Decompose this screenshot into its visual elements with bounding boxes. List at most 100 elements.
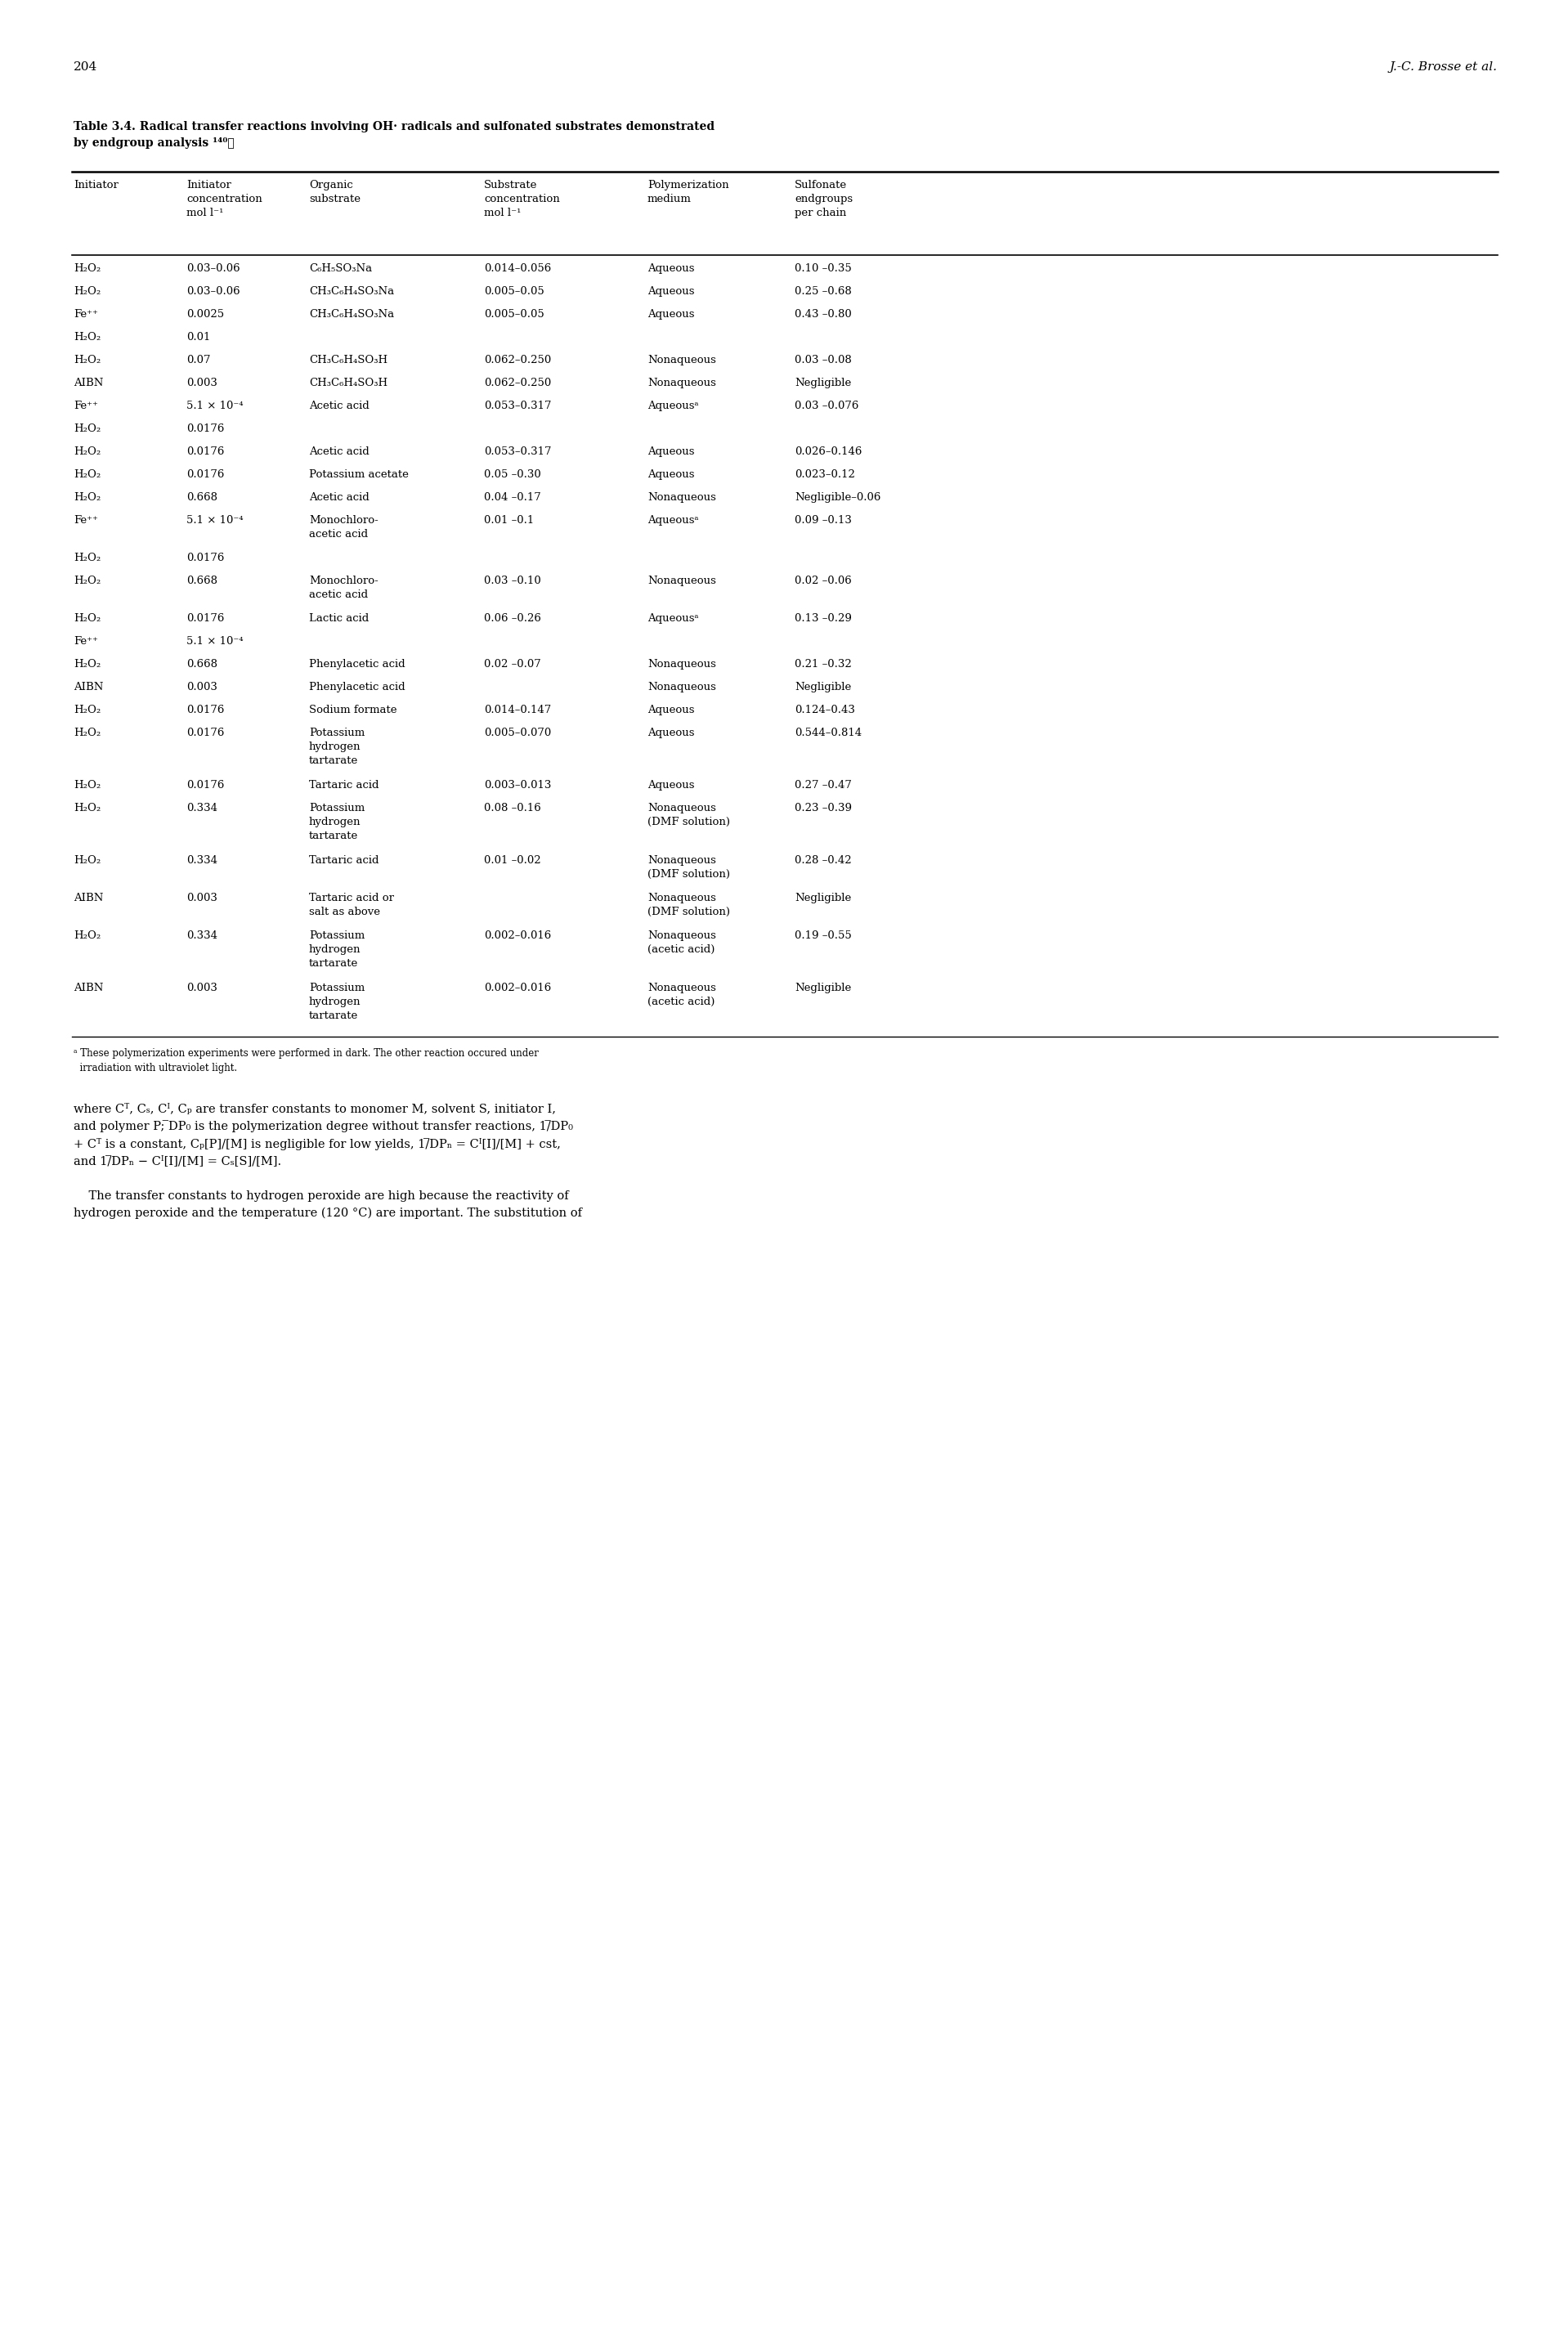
Text: Nonaqueous: Nonaqueous [648, 683, 717, 692]
Text: 0.005–0.070: 0.005–0.070 [485, 727, 552, 739]
Text: 0.014–0.056: 0.014–0.056 [485, 263, 552, 275]
Text: 0.0176: 0.0176 [187, 424, 224, 433]
Text: Aqueous: Aqueous [648, 781, 695, 790]
Text: 0.002–0.016: 0.002–0.016 [485, 930, 552, 941]
Text: 0.27 –0.47: 0.27 –0.47 [795, 781, 851, 790]
Text: H₂O₂: H₂O₂ [74, 727, 100, 739]
Text: Sodium formate: Sodium formate [309, 704, 397, 715]
Text: Table 3.4. Radical transfer reactions involving OH· radicals and sulfonated subs: Table 3.4. Radical transfer reactions in… [74, 121, 715, 133]
Text: Tartaric acid or
salt as above: Tartaric acid or salt as above [309, 892, 394, 918]
Text: H₂O₂: H₂O₂ [74, 447, 100, 457]
Text: 0.003: 0.003 [187, 983, 218, 993]
Text: Aqueous: Aqueous [648, 263, 695, 275]
Text: H₂O₂: H₂O₂ [74, 781, 100, 790]
Text: Aqueous: Aqueous [648, 287, 695, 296]
Text: Aqueous: Aqueous [648, 468, 695, 480]
Text: Tartaric acid: Tartaric acid [309, 855, 379, 867]
Text: 0.03 –0.08: 0.03 –0.08 [795, 354, 851, 366]
Text: Aqueous: Aqueous [648, 704, 695, 715]
Text: Substrate
concentration
mol l⁻¹: Substrate concentration mol l⁻¹ [485, 179, 560, 219]
Text: 5.1 × 10⁻⁴: 5.1 × 10⁻⁴ [187, 636, 243, 648]
Text: 0.005–0.05: 0.005–0.05 [485, 287, 544, 296]
Text: Nonaqueous: Nonaqueous [648, 354, 717, 366]
Text: Aqueousᵃ: Aqueousᵃ [648, 401, 699, 410]
Text: where Cᵀ, Cₛ, Cᴵ, Cₚ are transfer constants to monomer M, solvent S, initiator I: where Cᵀ, Cₛ, Cᴵ, Cₚ are transfer consta… [74, 1104, 572, 1167]
Text: 0.01 –0.02: 0.01 –0.02 [485, 855, 541, 867]
Text: CH₃C₆H₄SO₃Na: CH₃C₆H₄SO₃Na [309, 287, 394, 296]
Text: 0.023–0.12: 0.023–0.12 [795, 468, 855, 480]
Text: 0.05 –0.30: 0.05 –0.30 [485, 468, 541, 480]
Text: 0.668: 0.668 [187, 492, 218, 503]
Text: 0.03–0.06: 0.03–0.06 [187, 287, 240, 296]
Text: AIBN: AIBN [74, 892, 103, 904]
Text: H₂O₂: H₂O₂ [74, 354, 100, 366]
Text: The transfer constants to hydrogen peroxide are high because the reactivity of
h: The transfer constants to hydrogen perox… [74, 1191, 582, 1219]
Text: 0.124–0.43: 0.124–0.43 [795, 704, 855, 715]
Text: 0.02 –0.06: 0.02 –0.06 [795, 576, 851, 587]
Text: 0.03–0.06: 0.03–0.06 [187, 263, 240, 275]
Text: 0.0176: 0.0176 [187, 704, 224, 715]
Text: 0.23 –0.39: 0.23 –0.39 [795, 804, 851, 813]
Text: 0.062–0.250: 0.062–0.250 [485, 377, 552, 389]
Text: Negligible: Negligible [795, 377, 851, 389]
Text: 0.334: 0.334 [187, 855, 218, 867]
Text: 0.21 –0.32: 0.21 –0.32 [795, 659, 851, 669]
Text: H₂O₂: H₂O₂ [74, 855, 100, 867]
Text: Aqueousᵃ: Aqueousᵃ [648, 613, 699, 624]
Text: Potassium
hydrogen
tartarate: Potassium hydrogen tartarate [309, 930, 365, 969]
Text: 0.06 –0.26: 0.06 –0.26 [485, 613, 541, 624]
Text: Potassium
hydrogen
tartarate: Potassium hydrogen tartarate [309, 804, 365, 841]
Text: Fe⁺⁺: Fe⁺⁺ [74, 401, 97, 410]
Text: 0.002–0.016: 0.002–0.016 [485, 983, 552, 993]
Text: H₂O₂: H₂O₂ [74, 576, 100, 587]
Text: 0.003: 0.003 [187, 892, 218, 904]
Text: 0.0176: 0.0176 [187, 552, 224, 564]
Text: Nonaqueous
(DMF solution): Nonaqueous (DMF solution) [648, 804, 731, 827]
Text: Initiator
concentration
mol l⁻¹: Initiator concentration mol l⁻¹ [187, 179, 262, 219]
Text: 0.544–0.814: 0.544–0.814 [795, 727, 862, 739]
Text: Polymerization
medium: Polymerization medium [648, 179, 729, 205]
Text: Nonaqueous: Nonaqueous [648, 492, 717, 503]
Text: Nonaqueous: Nonaqueous [648, 576, 717, 587]
Text: Organic
substrate: Organic substrate [309, 179, 361, 205]
Text: AIBN: AIBN [74, 683, 103, 692]
Text: H₂O₂: H₂O₂ [74, 331, 100, 343]
Text: 0.053–0.317: 0.053–0.317 [485, 447, 552, 457]
Text: Acetic acid: Acetic acid [309, 401, 370, 410]
Text: H₂O₂: H₂O₂ [74, 659, 100, 669]
Text: Negligible: Negligible [795, 983, 851, 993]
Text: 0.003–0.013: 0.003–0.013 [485, 781, 552, 790]
Text: 0.10 –0.35: 0.10 –0.35 [795, 263, 851, 275]
Text: 0.0176: 0.0176 [187, 727, 224, 739]
Text: Potassium
hydrogen
tartarate: Potassium hydrogen tartarate [309, 983, 365, 1021]
Text: 0.062–0.250: 0.062–0.250 [485, 354, 552, 366]
Text: 0.334: 0.334 [187, 930, 218, 941]
Text: Fe⁺⁺: Fe⁺⁺ [74, 636, 97, 648]
Text: H₂O₂: H₂O₂ [74, 492, 100, 503]
Text: H₂O₂: H₂O₂ [74, 613, 100, 624]
Text: Negligible: Negligible [795, 683, 851, 692]
Text: CH₃C₆H₄SO₃H: CH₃C₆H₄SO₃H [309, 377, 387, 389]
Text: Initiator: Initiator [74, 179, 119, 191]
Text: 0.01: 0.01 [187, 331, 210, 343]
Text: Aqueousᵃ: Aqueousᵃ [648, 515, 699, 527]
Text: by endgroup analysis ¹⁴⁰⧉: by endgroup analysis ¹⁴⁰⧉ [74, 137, 235, 149]
Text: Aqueous: Aqueous [648, 447, 695, 457]
Text: 0.0176: 0.0176 [187, 781, 224, 790]
Text: 0.0176: 0.0176 [187, 613, 224, 624]
Text: 0.005–0.05: 0.005–0.05 [485, 310, 544, 319]
Text: 0.014–0.147: 0.014–0.147 [485, 704, 552, 715]
Text: Monochloro-
acetic acid: Monochloro- acetic acid [309, 576, 378, 599]
Text: 5.1 × 10⁻⁴: 5.1 × 10⁻⁴ [187, 515, 243, 527]
Text: 0.053–0.317: 0.053–0.317 [485, 401, 552, 410]
Text: 0.668: 0.668 [187, 576, 218, 587]
Text: 0.25 –0.68: 0.25 –0.68 [795, 287, 851, 296]
Text: 0.08 –0.16: 0.08 –0.16 [485, 804, 541, 813]
Text: 0.003: 0.003 [187, 377, 218, 389]
Text: Fe⁺⁺: Fe⁺⁺ [74, 515, 97, 527]
Text: Phenylacetic acid: Phenylacetic acid [309, 683, 405, 692]
Text: 0.003: 0.003 [187, 683, 218, 692]
Text: AIBN: AIBN [74, 377, 103, 389]
Text: Nonaqueous
(DMF solution): Nonaqueous (DMF solution) [648, 892, 731, 918]
Text: H₂O₂: H₂O₂ [74, 704, 100, 715]
